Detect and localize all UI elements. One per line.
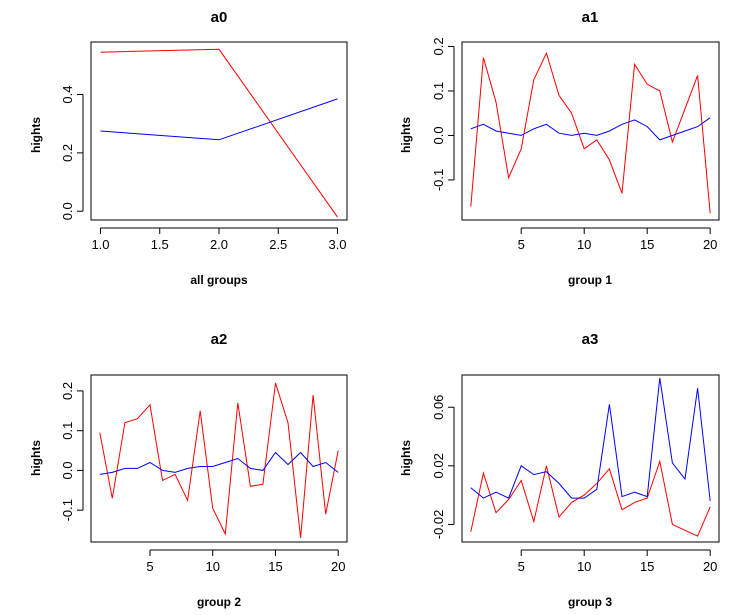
- x-tick-label: 15: [640, 559, 654, 574]
- x-tick-label: 3.0: [328, 237, 346, 252]
- panel-a2: a2 group 2 hights 5 10 15 20 -0.1 0.0 0.1 0.2: [29, 331, 348, 609]
- x-tick-label: 15: [268, 559, 282, 574]
- y-tick-label: 0.2: [60, 144, 75, 162]
- panel-a1: a1 group 1 hights 5 10 15 20 -0.1 0.0 0.1 0.2: [399, 9, 720, 287]
- x-tick-label: 1.5: [151, 237, 169, 252]
- y-axis-label: hights: [399, 117, 413, 153]
- x-tick-label: 10: [205, 559, 219, 574]
- x-tick-label: 10: [577, 559, 591, 574]
- y-tick-label: -0.02: [431, 510, 446, 540]
- y-tick-label: -0.1: [431, 169, 446, 191]
- plot-area: 5 10 15 20 -0.1 0.0 0.1 0.2: [60, 374, 348, 574]
- plot-frame: [90, 374, 348, 543]
- series-line-red: [470, 459, 711, 537]
- panel-title: a1: [582, 9, 599, 26]
- series-line-blue: [470, 117, 711, 141]
- x-tick-label: 5: [518, 237, 525, 252]
- y-tick-label: -0.1: [60, 499, 75, 521]
- x-tick-label: 1.0: [91, 237, 109, 252]
- series-line-blue: [99, 451, 339, 475]
- y-tick-label: 0.0: [60, 202, 75, 220]
- y-tick-label: 0.4: [60, 85, 75, 103]
- y-tick-label: 0.06: [431, 395, 446, 420]
- x-axis-label: group 3: [568, 595, 612, 609]
- plot-frame: [90, 41, 348, 221]
- panel-a0: a0 all groups hights 1.0 1.5 2.0 2.5 3.0 0.0 0…: [29, 9, 348, 287]
- x-axis-label: group 1: [568, 273, 612, 287]
- x-tick-label: 20: [703, 559, 717, 574]
- panel-title: a2: [211, 331, 228, 348]
- y-tick-label: 0.2: [60, 382, 75, 400]
- plot-area: 5 10 15 20 -0.1 0.0 0.1 0.2: [431, 37, 720, 252]
- series-line-red: [99, 382, 339, 539]
- plot-frame: [461, 374, 720, 543]
- y-tick-label: 0.1: [60, 422, 75, 440]
- panel-a3: a3 group 3 hights 5 10 15 20 -0.02 0.02 0.06: [399, 331, 720, 609]
- x-tick-label: 20: [703, 237, 717, 252]
- y-tick-label: 0.0: [431, 126, 446, 144]
- series-line-blue: [470, 377, 711, 502]
- x-tick-label: 20: [331, 559, 345, 574]
- y-axis-label: hights: [29, 440, 43, 476]
- x-tick-label: 2.5: [269, 237, 287, 252]
- x-tick-label: 10: [577, 237, 591, 252]
- x-tick-label: 15: [640, 237, 654, 252]
- y-tick-label: 0.0: [60, 461, 75, 479]
- y-tick-label: 0.1: [431, 82, 446, 100]
- x-tick-label: 2.0: [210, 237, 228, 252]
- series-line-red: [100, 48, 338, 218]
- x-axis-label: all groups: [190, 273, 248, 287]
- plot-area: 1.0 1.5 2.0 2.5 3.0 0.0 0.2 0.4: [60, 41, 348, 252]
- x-axis-label: group 2: [197, 595, 241, 609]
- series-line-blue: [100, 98, 338, 141]
- series-line-red: [470, 51, 711, 214]
- y-axis-label: hights: [29, 117, 43, 153]
- panel-title: a3: [582, 331, 599, 348]
- y-axis-label: hights: [399, 440, 413, 476]
- x-tick-label: 5: [146, 559, 153, 574]
- plot-frame: [461, 41, 720, 221]
- y-tick-label: 0.2: [431, 37, 446, 55]
- panel-title: a0: [211, 9, 228, 26]
- y-tick-label: 0.02: [431, 453, 446, 478]
- plot-area: 5 10 15 20 -0.02 0.02 0.06: [431, 374, 720, 574]
- x-tick-label: 5: [518, 559, 525, 574]
